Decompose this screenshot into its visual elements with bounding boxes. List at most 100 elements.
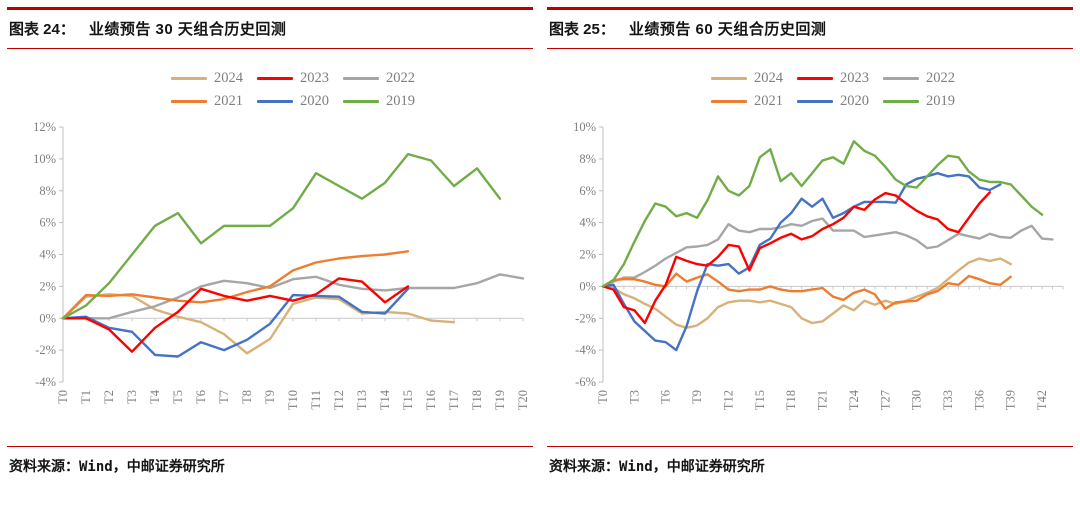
legend-line-swatch <box>343 100 379 103</box>
figure-title-bar: 图表 24： 业绩预告 30 天组合历史回测 <box>7 10 533 49</box>
x-tick-label: T18 <box>470 390 484 410</box>
legend-label: 2024 <box>754 70 783 86</box>
legend-item-2019: 2019 <box>883 93 955 110</box>
y-tick-label: -6% <box>575 375 596 389</box>
y-axis: 10% 8% 6% 4% 2% 0% -2% -4% -6% <box>573 120 604 389</box>
source-text: 资料来源：Wind，中邮证券研究所 <box>9 459 225 475</box>
x-tick-label: T12 <box>332 390 346 410</box>
legend-label: 2019 <box>926 93 955 109</box>
legend-row: 2021 2020 2019 <box>164 93 422 110</box>
legend-line-swatch <box>883 100 919 103</box>
series-2024 <box>601 257 1012 330</box>
x-tick-label: T33 <box>941 390 955 410</box>
legend-item-2023: 2023 <box>797 70 869 87</box>
legend-item-2021: 2021 <box>171 93 243 110</box>
series-2022 <box>601 217 1054 288</box>
y-axis: 12% 10% 8% 6% 4% 2% 0% -2% -4% <box>33 120 64 389</box>
y-tick-label: -2% <box>575 311 596 325</box>
legend-label: 2021 <box>754 93 783 109</box>
x-tick-label: T4 <box>148 389 162 404</box>
x-tick-label: T5 <box>171 390 185 404</box>
legend-item-2019: 2019 <box>343 93 415 110</box>
x-tick-label: T2 <box>102 390 116 404</box>
x-tick-label: T17 <box>447 390 461 410</box>
y-tick-label: -4% <box>575 343 596 357</box>
legend-row: 2024 2023 2022 <box>704 70 962 87</box>
series-2021 <box>601 272 1012 310</box>
x-tick-label: T3 <box>125 390 139 404</box>
source-text: 资料来源：Wind，中邮证券研究所 <box>549 459 765 475</box>
legend-line-swatch <box>711 77 747 80</box>
legend-label: 2022 <box>926 70 955 86</box>
y-tick-label: 4% <box>39 248 56 262</box>
x-tick-label: T3 <box>627 390 641 404</box>
x-tick-label: T21 <box>816 390 830 410</box>
legend-item-2023: 2023 <box>257 70 329 87</box>
legend-line-swatch <box>343 77 379 80</box>
x-tick-label: T0 <box>596 390 610 404</box>
series-2020 <box>61 287 410 358</box>
legend-line-swatch <box>883 77 919 80</box>
x-tick-label: T7 <box>217 390 231 404</box>
x-tick-label: T39 <box>1004 390 1018 410</box>
series-2020 <box>601 172 1002 352</box>
x-tick-label: T20 <box>516 390 530 410</box>
legend-line-swatch <box>257 100 293 103</box>
panel-backtest-30d: 图表 24： 业绩预告 30 天组合历史回测 2024 2023 2022 2021 20… <box>7 7 533 476</box>
legend-item-2021: 2021 <box>711 93 783 110</box>
legend-label: 2023 <box>840 70 869 86</box>
figure-title: 业绩预告 60 天组合历史回测 <box>628 21 827 38</box>
legend-label: 2022 <box>386 70 415 86</box>
series-2023 <box>61 277 410 353</box>
y-tick-label: 2% <box>39 279 56 293</box>
series-2023 <box>601 191 991 325</box>
y-tick-label: 10% <box>33 152 56 166</box>
x-tick-label: T24 <box>847 389 861 410</box>
series-2022 <box>61 273 525 320</box>
x-axis: T0 T3 T6 T9 T12 T15 T18 T21 T24 T27 T30 T33 T36 T39 T4… <box>596 285 1064 410</box>
y-tick-label: 4% <box>579 216 596 230</box>
legend-item-2024: 2024 <box>711 70 783 87</box>
legend-line-swatch <box>171 100 207 103</box>
legend-item-2020: 2020 <box>257 93 329 110</box>
legend-item-2022: 2022 <box>343 70 415 87</box>
legend-row: 2021 2020 2019 <box>704 93 962 110</box>
y-tick-label: 2% <box>579 248 596 262</box>
legend-label: 2020 <box>300 93 329 109</box>
x-tick-label: T42 <box>1035 390 1049 410</box>
legend-item-2022: 2022 <box>883 70 955 87</box>
figure-label: 图表 25： <box>549 21 615 38</box>
y-tick-label: -2% <box>35 343 56 357</box>
y-tick-label: 0% <box>579 279 596 293</box>
legend-label: 2024 <box>214 70 243 86</box>
x-tick-label: T16 <box>424 390 438 410</box>
x-tick-label: T8 <box>240 390 254 404</box>
y-tick-label: 10% <box>573 120 596 134</box>
y-tick-label: 12% <box>33 120 56 134</box>
y-tick-label: -4% <box>35 375 56 389</box>
legend-line-swatch <box>797 100 833 103</box>
series-2019 <box>601 140 1044 288</box>
legend-line-swatch <box>171 77 207 80</box>
y-tick-label: 0% <box>39 311 56 325</box>
y-tick-label: 8% <box>579 152 596 166</box>
legend-row: 2024 2023 2022 <box>164 70 422 87</box>
x-tick-label: T30 <box>910 390 924 410</box>
line-chart-60d: 10%8%6%4%2%0%-2%-4%-6%T0 T3 T6 T9 T12 T15 T18 T… <box>573 120 1064 410</box>
x-tick-label: T11 <box>309 390 323 410</box>
source-bar: 资料来源：Wind，中邮证券研究所 <box>7 446 533 476</box>
x-tick-label: T18 <box>784 390 798 410</box>
legend-label: 2019 <box>386 93 415 109</box>
legend-line-swatch <box>711 100 747 103</box>
figure-label: 图表 24： <box>9 21 75 38</box>
x-tick-label: T9 <box>263 390 277 404</box>
x-tick-label: T0 <box>56 390 70 404</box>
series-2019 <box>61 152 502 320</box>
series-2021 <box>61 250 410 320</box>
x-tick-label: T15 <box>401 390 415 410</box>
legend-line-swatch <box>797 77 833 80</box>
x-axis: T0 T1 T2 T3 T4 T5 T6 T7 T8 T9 T10 T11 T12 T13 T14 T15 T1… <box>56 317 530 410</box>
y-tick-label: 6% <box>39 216 56 230</box>
x-tick-label: T36 <box>972 390 986 410</box>
chart-legend: 2024 2023 2022 2021 2020 2019 <box>593 67 1073 113</box>
